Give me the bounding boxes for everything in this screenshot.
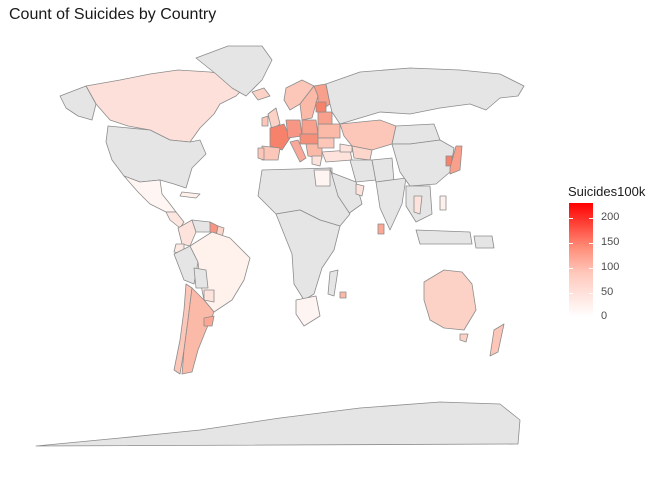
country-ireland[interactable] [261,115,269,127]
country-ukraine[interactable] [317,123,341,139]
country-antarctica[interactable] [35,401,521,447]
country-sri-lanka[interactable] [377,223,385,235]
country-sweden[interactable] [299,85,319,121]
legend-tick-label: 200 [601,211,620,223]
country-cuba[interactable] [179,191,201,199]
country-caucasus[interactable] [339,143,353,153]
country-spain[interactable] [261,145,281,161]
legend-tick-label: 150 [601,236,620,248]
country-russia[interactable] [325,67,525,125]
country-colombia[interactable] [177,219,197,247]
country-venezuela[interactable] [191,219,213,233]
legend-tickmark [569,268,573,269]
country-greece[interactable] [311,155,323,167]
country-alaska[interactable] [59,85,97,121]
country-mauritius[interactable] [339,291,347,299]
legend-tickmark [589,243,593,244]
country-poland[interactable] [301,119,319,135]
country-australia[interactable] [423,269,477,331]
country-thailand[interactable] [413,195,423,215]
country-portugal[interactable] [257,147,265,161]
country-japan[interactable] [449,145,463,175]
chart-title: Count of Suicides by Country [9,6,217,23]
legend-tick-label: 50 [601,286,614,298]
country-canada[interactable] [85,69,247,143]
country-romania[interactable] [317,137,335,149]
country-iceland[interactable] [251,87,271,101]
country-bolivia[interactable] [193,267,209,289]
legend-tickmark [569,218,573,219]
country-uruguay[interactable] [203,315,215,327]
country-indonesia[interactable] [415,229,473,245]
legend-tickmark [589,293,593,294]
country-afghanistan-pakistan[interactable] [371,157,395,183]
country-kazakhstan[interactable] [339,119,397,151]
country-united-states[interactable] [105,125,207,189]
country-belarus[interactable] [317,111,333,125]
legend-tickmark [589,268,593,269]
country-france[interactable] [269,123,291,151]
legend-tick-label: 100 [601,261,620,273]
country-central-america[interactable] [165,211,185,229]
country-india[interactable] [375,177,407,231]
country-papua[interactable] [473,235,495,249]
country-south-africa[interactable] [295,295,321,327]
legend-tickmark [569,293,573,294]
country-mexico[interactable] [123,175,177,213]
legend-tickmark [589,218,593,219]
country-africa-central[interactable] [275,209,341,301]
country-italy[interactable] [289,139,307,163]
country-new-zealand[interactable] [489,323,505,357]
country-uk[interactable] [267,107,281,131]
country-philippines[interactable] [439,195,447,211]
country-tasmania[interactable] [459,333,469,343]
country-baltics[interactable] [315,101,327,113]
country-madagascar[interactable] [327,269,339,297]
country-greenland[interactable] [195,45,273,97]
legend-tickmark [569,243,573,244]
country-austria-hungary[interactable] [299,133,319,145]
legend-color-bar [569,203,593,317]
country-egypt[interactable] [313,169,331,187]
country-paraguay[interactable] [203,289,215,303]
country-argentina[interactable] [181,287,215,375]
country-gulf-states[interactable] [355,183,365,197]
legend-title: Suicides100k [568,184,646,199]
country-iran[interactable] [349,159,377,183]
legend-tick-label: 0 [601,310,608,322]
